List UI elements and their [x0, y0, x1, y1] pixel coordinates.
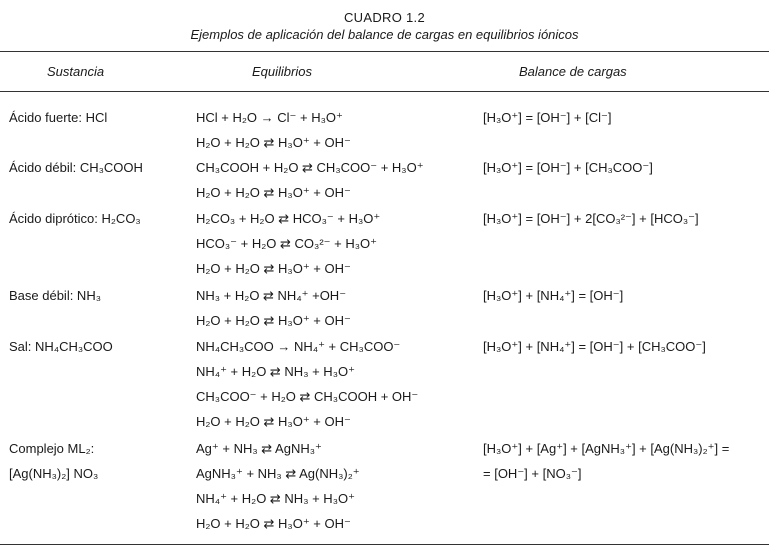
charge-balance-continued: = [OH⁻] + [NO₃⁻] — [483, 466, 582, 481]
charge-balance: [H₃O⁺] + [Ag⁺] + [AgNH₃⁺] + [Ag(NH₃)₂⁺] … — [483, 441, 730, 456]
equilibrium-line: HCO₃⁻ + H₂O ⇄ CO₃²⁻ + H₃O⁺ — [196, 236, 377, 251]
equilibrium-line: Ag⁺ + NH₃ ⇄ AgNH₃⁺ — [196, 441, 322, 456]
substance-strong-acid: Ácido fuerte: HCl — [9, 110, 108, 125]
equilibrium-line: H₂O + H₂O ⇄ H₃O⁺ + OH⁻ — [196, 313, 351, 328]
substance-weak-acid: Ácido débil: CH₃COOH — [9, 160, 143, 175]
equilibrium-line: HCl + H₂O → Cl⁻ + H₃O⁺ — [196, 110, 343, 125]
header-rule — [0, 91, 769, 92]
charge-balance: [H₃O⁺] + [NH₄⁺] = [OH⁻] + [CH₃COO⁻] — [483, 339, 706, 354]
charge-balance: [H₃O⁺] = [OH⁻] + [Cl⁻] — [483, 110, 612, 125]
equilibrium-line: H₂O + H₂O ⇄ H₃O⁺ + OH⁻ — [196, 516, 351, 531]
equilibrium-line: H₂O + H₂O ⇄ H₃O⁺ + OH⁻ — [196, 185, 351, 200]
equilibrium-line: NH₄⁺ + H₂O ⇄ NH₃ + H₃O⁺ — [196, 364, 355, 379]
equilibrium-line: NH₃ + H₂O ⇄ NH₄⁺ +OH⁻ — [196, 288, 347, 303]
charge-balance: [H₃O⁺] = [OH⁻] + 2[CO₃²⁻] + [HCO₃⁻] — [483, 211, 699, 226]
substance-diprotic-acid: Ácido diprótico: H₂CO₃ — [9, 211, 141, 226]
equilibrium-line: CH₃COO⁻ + H₂O ⇄ CH₃COOH + OH⁻ — [196, 389, 419, 404]
substance-weak-base: Base débil: NH₃ — [9, 288, 102, 303]
equilibrium-line: NH₄CH₃COO → NH₄⁺ + CH₃COO⁻ — [196, 339, 401, 354]
equilibrium-line: H₂O + H₂O ⇄ H₃O⁺ + OH⁻ — [196, 414, 351, 429]
equilibrium-line: H₂O + H₂O ⇄ H₃O⁺ + OH⁻ — [196, 135, 351, 150]
substance-complex: Complejo ML₂: — [9, 441, 95, 456]
top-rule — [0, 51, 769, 52]
equilibrium-line: NH₄⁺ + H₂O ⇄ NH₃ + H₃O⁺ — [196, 491, 355, 506]
column-header-substance: Sustancia — [47, 64, 105, 79]
equilibrium-line: CH₃COOH + H₂O ⇄ CH₃COO⁻ + H₃O⁺ — [196, 160, 424, 175]
equilibrium-line: H₂CO₃ + H₂O ⇄ HCO₃⁻ + H₃O⁺ — [196, 211, 381, 226]
substance-salt: Sal: NH₄CH₃COO — [9, 339, 113, 354]
charge-balance: [H₃O⁺] = [OH⁻] + [CH₃COO⁻] — [483, 160, 653, 175]
table-caption-subtitle: Ejemplos de aplicación del balance de ca… — [190, 27, 579, 42]
equilibrium-line: H₂O + H₂O ⇄ H₃O⁺ + OH⁻ — [196, 261, 351, 276]
charge-balance: [H₃O⁺] + [NH₄⁺] = [OH⁻] — [483, 288, 624, 303]
equilibrium-line: AgNH₃⁺ + NH₃ ⇄ Ag(NH₃)₂⁺ — [196, 466, 360, 481]
substance-complex-formula: [Ag(NH₃)₂] NO₃ — [9, 466, 99, 481]
column-header-balance: Balance de cargas — [519, 64, 627, 79]
table-caption-title: CUADRO 1.2 — [343, 10, 426, 25]
bottom-rule — [0, 544, 769, 545]
column-header-equilibria: Equilibrios — [252, 64, 312, 79]
